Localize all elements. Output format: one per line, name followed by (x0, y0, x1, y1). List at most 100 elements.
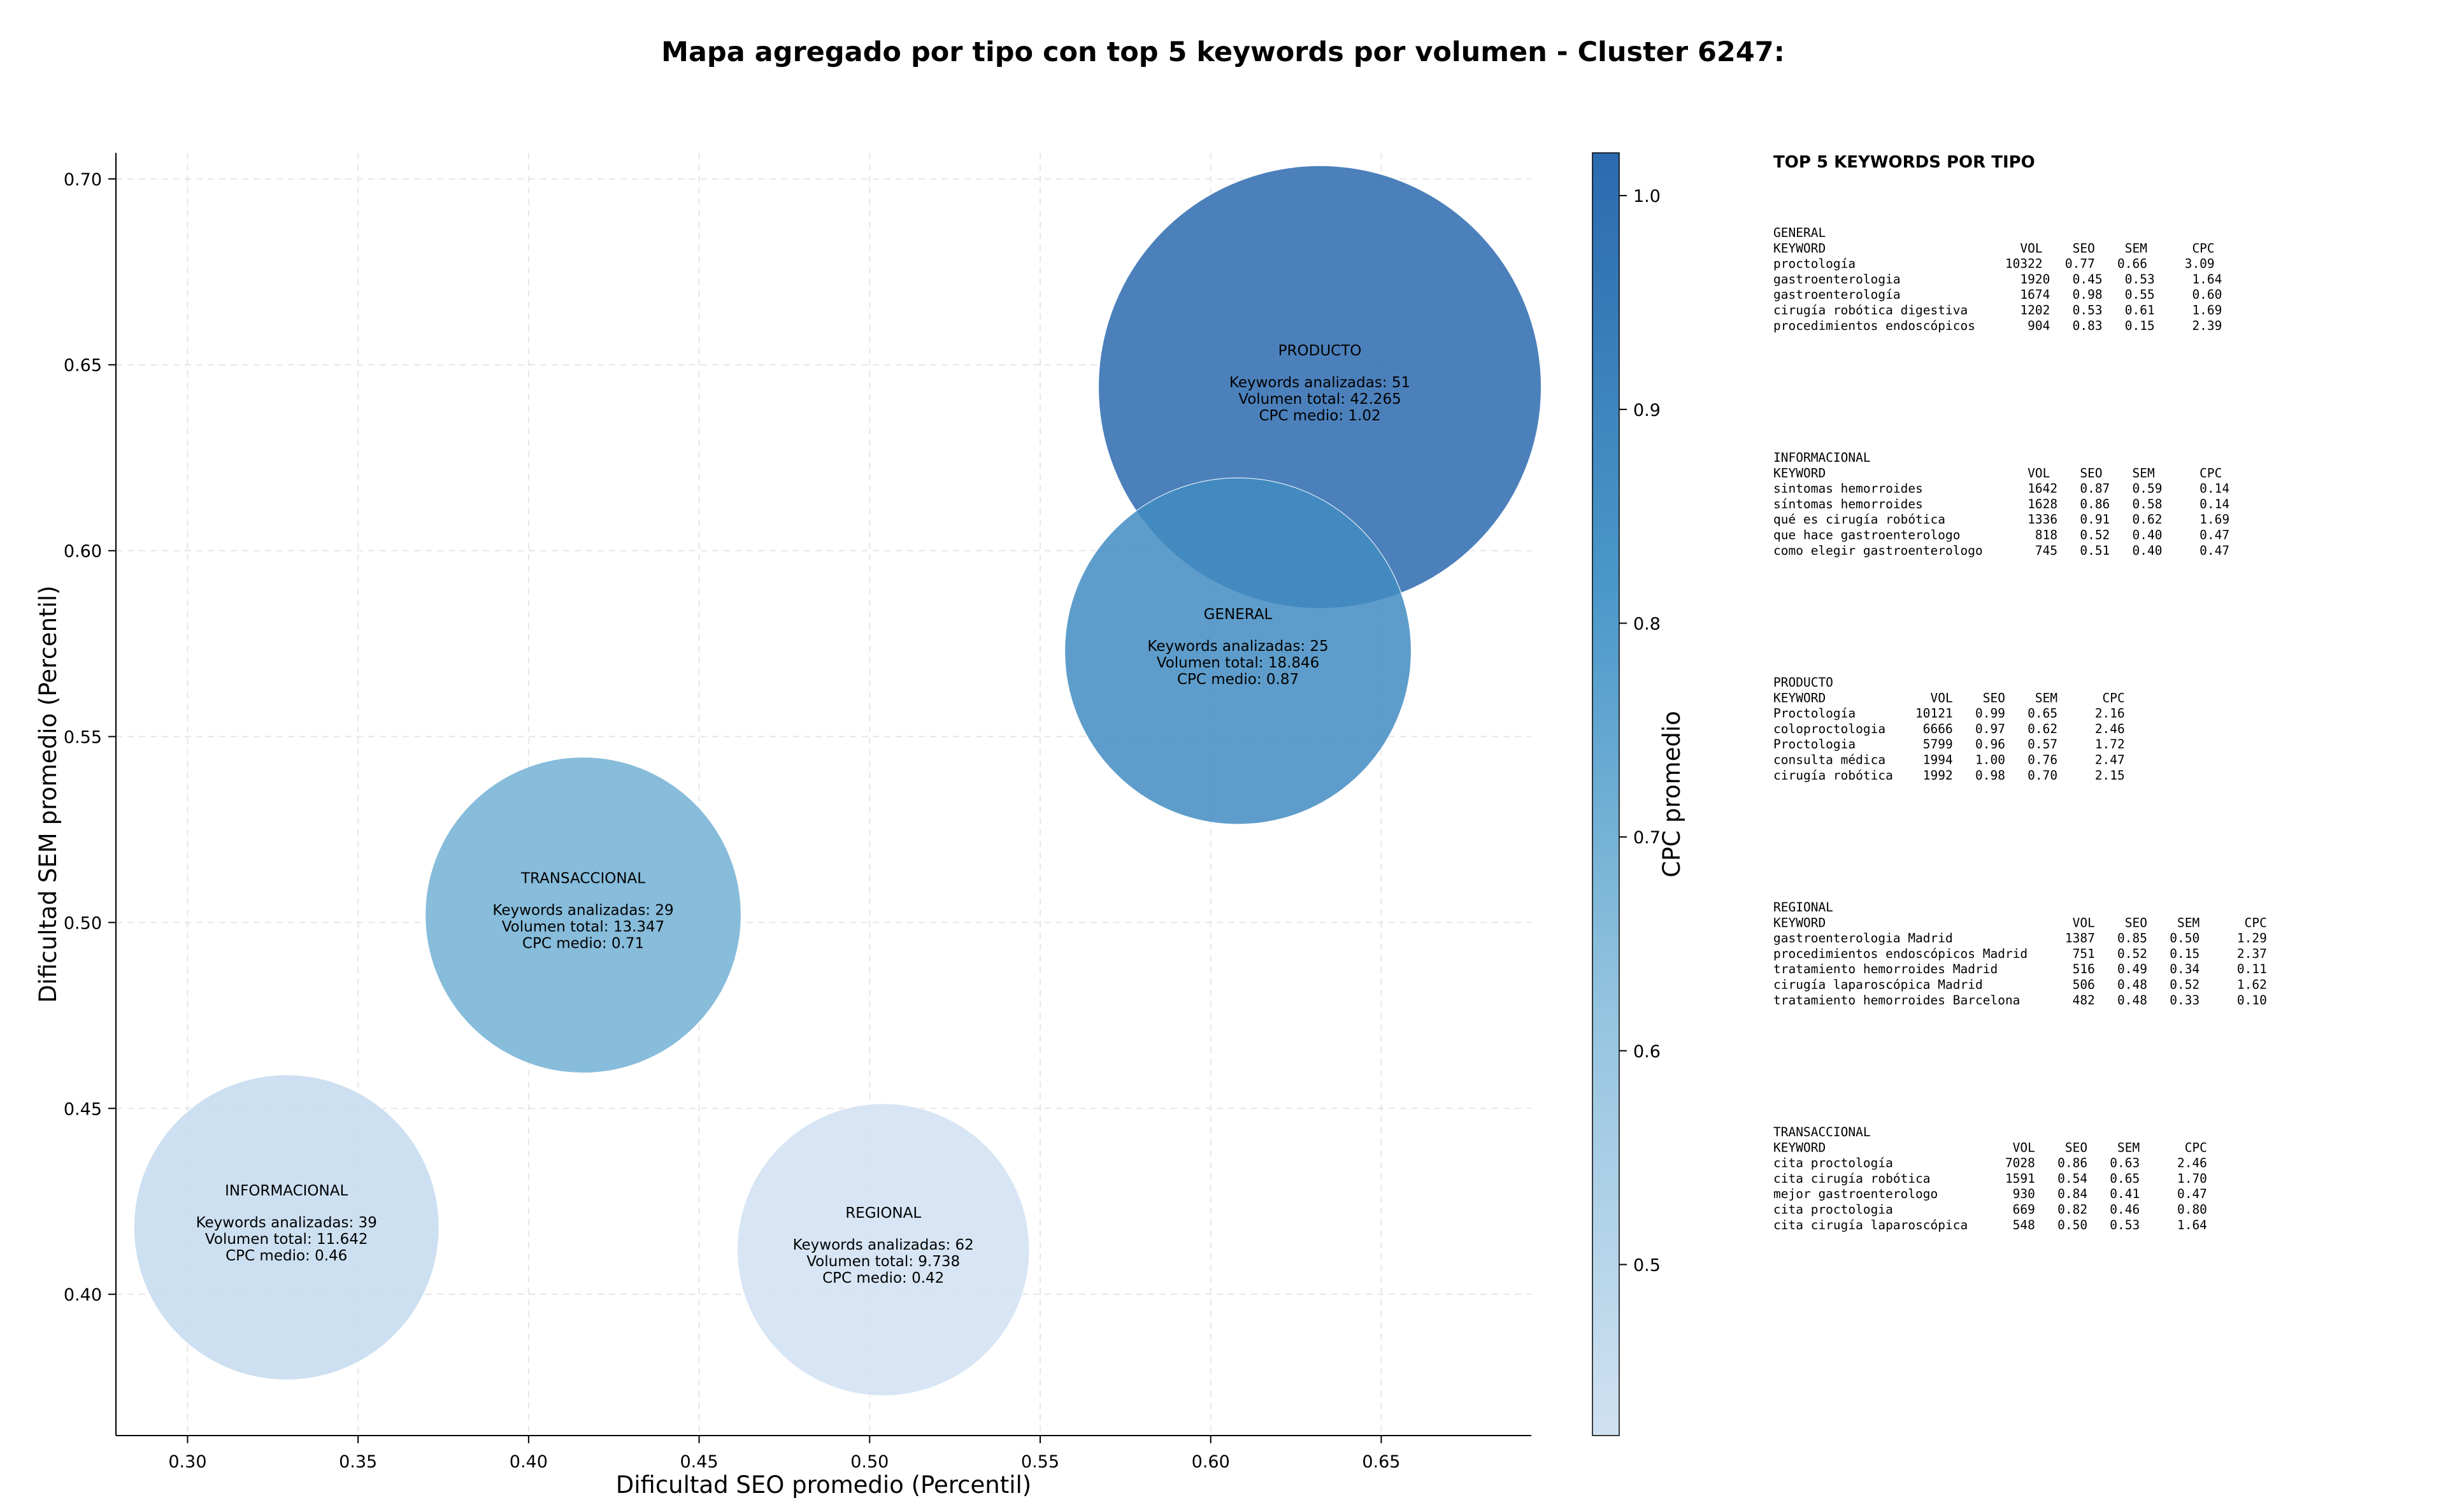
y-tick-label: 0.50 (64, 913, 102, 933)
plot-frame (115, 153, 1531, 1436)
x-tick-label: 0.30 (168, 1452, 206, 1472)
panel-group-title: GENERAL (1773, 225, 1826, 240)
panel-title: TOP 5 KEYWORDS POR TIPO (1773, 153, 2035, 172)
panel-keyword-row: mejor gastroenterologo 930 0.84 0.41 0.4… (1773, 1187, 2207, 1201)
panel-keyword-row: procedimientos endoscópicos Madrid 751 0… (1773, 946, 2267, 961)
panel-keyword-row: cita proctología 7028 0.86 0.63 2.46 (1773, 1156, 2207, 1171)
panel-group-title: TRANSACCIONAL (1773, 1125, 1871, 1139)
x-tick-label: 0.60 (1192, 1452, 1230, 1472)
panel-keyword-row: procedimientos endoscópicos 904 0.83 0.1… (1773, 318, 2222, 333)
y-tick-label: 0.40 (64, 1285, 102, 1305)
bubble-circle (736, 1103, 1030, 1396)
panel-keyword-row: gastroenterologia 1920 0.45 0.53 1.64 (1773, 272, 2222, 287)
panel-keyword-row: sintomas hemorroides 1642 0.87 0.59 0.14 (1773, 481, 2229, 496)
y-tick-label: 0.55 (64, 728, 102, 748)
bubble-line1: Keywords analizadas: 25 (1147, 638, 1328, 655)
panel-group-title: PRODUCTO (1773, 675, 1833, 690)
bubble-label: TRANSACCIONAL (520, 871, 645, 887)
bubble-informacional: INFORMACIONAL Keywords analizadas: 39Volu… (133, 1074, 440, 1380)
bubble-line1: Keywords analizadas: 51 (1229, 374, 1410, 391)
bubble-line3: CPC medio: 0.87 (1177, 671, 1299, 688)
colorbar-gradient (1592, 152, 1620, 1436)
x-tick-label: 0.35 (339, 1452, 377, 1472)
panel-keyword-row: cita proctologia 669 0.82 0.46 0.80 (1773, 1202, 2207, 1217)
panel-keyword-row: tratamiento hemorroides Madrid 516 0.49 … (1773, 962, 2267, 976)
x-tick-label: 0.40 (510, 1452, 548, 1472)
colorbar: 0.5 0.6 0.7 0.8 0.9 1.0 CPC promedio (1592, 152, 1685, 1436)
y-tick-label: 0.60 (64, 542, 102, 562)
colorbar-label: CPC promedio (1658, 711, 1685, 877)
chart-title: Mapa agregado por tipo con top 5 keyword… (661, 36, 1785, 68)
bubble-line2: Volumen total: 13.347 (502, 919, 665, 936)
panel-keyword-row: tratamiento hemorroides Barcelona 482 0.… (1773, 993, 2267, 1008)
panel-group-title: INFORMACIONAL (1773, 450, 1871, 465)
panel-header-row: KEYWORD VOL SEO SEM CPC (1773, 241, 2215, 255)
colorbar-tick-label: 1.0 (1633, 187, 1661, 206)
panel-keyword-row: Proctología 10121 0.99 0.65 2.16 (1773, 706, 2125, 721)
panel-keyword-row: gastroenterologia Madrid 1387 0.85 0.50 … (1773, 931, 2267, 946)
y-axis-label: Dificultad SEM promedio (Percentil) (34, 585, 62, 1002)
x-axis-label: Dificultad SEO promedio (Percentil) (616, 1471, 1031, 1499)
panel-keyword-row: Proctologia 5799 0.96 0.57 1.72 (1773, 737, 2125, 752)
bubble-label: GENERAL (1204, 606, 1273, 623)
bubble-line3: CPC medio: 0.46 (225, 1248, 347, 1264)
y-ticks: 0.40 0.45 0.50 0.55 0.60 0.65 0.70 (64, 170, 116, 1305)
x-ticks: 0.30 0.35 0.40 0.45 0.50 0.55 0.60 0.65 (168, 1436, 1400, 1472)
bubble-line1: Keywords analizadas: 39 (196, 1215, 377, 1231)
colorbar-ticks: 0.5 0.6 0.7 0.8 0.9 1.0 (1619, 187, 1661, 1275)
panel-keyword-row: cirugía robótica digestiva 1202 0.53 0.6… (1773, 303, 2222, 318)
bubble-line2: Volumen total: 9.738 (806, 1253, 960, 1270)
bubble-line2: Volumen total: 42.265 (1238, 391, 1401, 408)
bubble-label: INFORMACIONAL (225, 1183, 348, 1199)
bubble-line2: Volumen total: 18.846 (1157, 655, 1320, 671)
panel-keyword-row: cirugía laparoscópica Madrid 506 0.48 0.… (1773, 978, 2267, 992)
panel-keyword-row: cirugía robótica 1992 0.98 0.70 2.15 (1773, 768, 2125, 783)
bubble-line2: Volumen total: 11.642 (205, 1231, 368, 1248)
bubble-line1: Keywords analizadas: 62 (793, 1237, 974, 1253)
bubble-label: REGIONAL (845, 1205, 921, 1222)
panel-keyword-row: cita cirugía laparoscópica 548 0.50 0.53… (1773, 1218, 2207, 1232)
panel-header-row: KEYWORD VOL SEO SEM CPC (1773, 915, 2267, 930)
bubble-line3: CPC medio: 1.02 (1259, 408, 1380, 424)
panel-keyword-row: proctología 10322 0.77 0.66 3.09 (1773, 257, 2215, 271)
panel-keyword-row: síntomas hemorroides 1628 0.86 0.58 0.14 (1773, 497, 2229, 511)
y-tick-label: 0.65 (64, 356, 102, 376)
panel-keyword-row: que hace gastroenterologo 818 0.52 0.40 … (1773, 528, 2229, 543)
y-tick-label: 0.70 (64, 170, 102, 190)
bubble-transaccional: TRANSACCIONAL Keywords analizadas: 29Volu… (425, 757, 741, 1074)
panel-keyword-row: cita cirugía robótica 1591 0.54 0.65 1.7… (1773, 1171, 2207, 1186)
bubble-label: PRODUCTO (1278, 343, 1362, 359)
colorbar-tick-label: 0.9 (1633, 401, 1661, 420)
panel-keyword-row: qué es cirugía robótica 1336 0.91 0.62 1… (1773, 512, 2229, 527)
x-tick-label: 0.65 (1362, 1452, 1400, 1472)
bubble-circle (425, 757, 741, 1074)
y-tick-label: 0.45 (64, 1099, 102, 1119)
colorbar-tick-label: 0.8 (1633, 614, 1661, 634)
panel-keyword-row: gastroenterología 1674 0.98 0.55 0.60 (1773, 287, 2222, 302)
x-tick-label: 0.45 (680, 1452, 719, 1472)
x-tick-label: 0.55 (1021, 1452, 1059, 1472)
bubble-line3: CPC medio: 0.42 (822, 1270, 944, 1287)
bubble-circle (133, 1074, 440, 1380)
panel-header-row: KEYWORD VOL SEO SEM CPC (1773, 466, 2222, 480)
panel-header-row: KEYWORD VOL SEO SEM CPC (1773, 690, 2125, 705)
panel-header-row: KEYWORD VOL SEO SEM CPC (1773, 1140, 2207, 1155)
panel-group-title: REGIONAL (1773, 900, 1833, 915)
x-tick-label: 0.50 (850, 1452, 889, 1472)
colorbar-tick-label: 0.6 (1633, 1042, 1661, 1062)
panel-keyword-row: coloproctologia 6666 0.97 0.62 2.46 (1773, 722, 2125, 736)
colorbar-tick-label: 0.5 (1633, 1255, 1661, 1275)
colorbar-tick-label: 0.7 (1633, 828, 1661, 848)
bubble-circle (1064, 477, 1412, 825)
